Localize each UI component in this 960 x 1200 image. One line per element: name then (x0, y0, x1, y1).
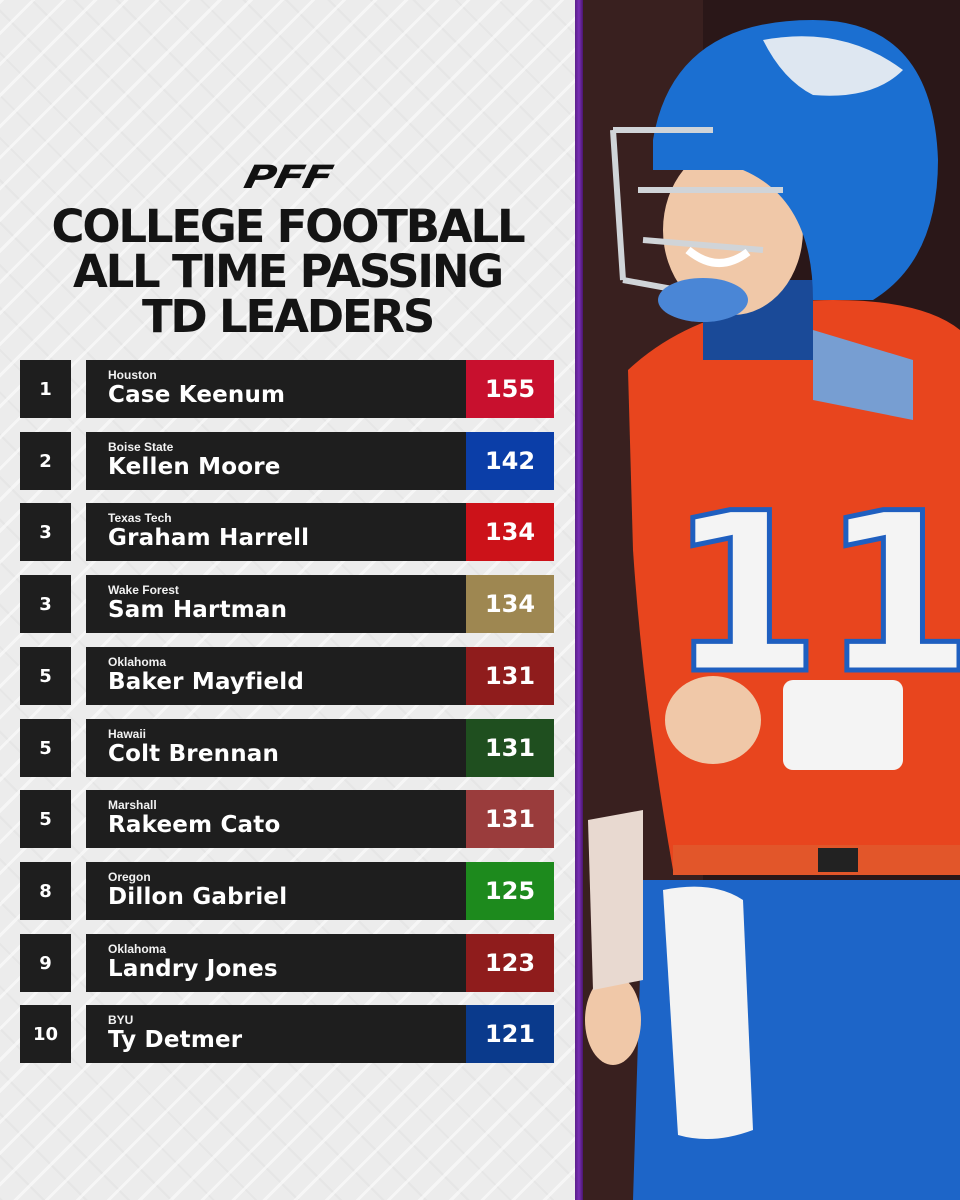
school-label: Oklahoma (108, 942, 167, 956)
player-name: Baker Mayfield (108, 669, 305, 695)
td-count-badge: 125 (466, 862, 554, 920)
rank-box: 9 (20, 934, 71, 992)
rank-box: 3 (20, 503, 71, 561)
rank-box: 8 (20, 862, 71, 920)
leader-row: 3 Wake Forest Sam Hartman 134 (20, 575, 554, 633)
player-box: Oklahoma Landry Jones (86, 934, 476, 992)
title-line-3: TD LEADERS (141, 290, 435, 343)
rank-box: 5 (20, 790, 71, 848)
player-box: Oklahoma Baker Mayfield (86, 647, 476, 705)
td-count-badge: 121 (466, 1005, 554, 1063)
leader-row: 5 Oklahoma Baker Mayfield 131 (20, 647, 554, 705)
leader-row: 1 Houston Case Keenum 155 (20, 360, 554, 418)
title-line-2: ALL TIME PASSING (72, 245, 504, 298)
leader-row: 5 Hawaii Colt Brennan 131 (20, 719, 554, 777)
player-photo: 11 (583, 0, 960, 1200)
leader-row: 8 Oregon Dillon Gabriel 125 (20, 862, 554, 920)
player-box: Wake Forest Sam Hartman (86, 575, 476, 633)
school-label: Oklahoma (108, 655, 167, 669)
school-label: Marshall (108, 798, 157, 812)
td-count-badge: 131 (466, 647, 554, 705)
td-count-badge: 134 (466, 503, 554, 561)
leader-row: 2 Boise State Kellen Moore 142 (20, 432, 554, 490)
logo-text: PFF (240, 158, 336, 196)
rank-box: 2 (20, 432, 71, 490)
td-count-badge: 123 (466, 934, 554, 992)
rank-box: 3 (20, 575, 71, 633)
player-name: Dillon Gabriel (108, 884, 288, 910)
player-name: Case Keenum (108, 382, 286, 408)
player-name: Rakeem Cato (108, 812, 281, 838)
player-box: Houston Case Keenum (86, 360, 476, 418)
player-name: Colt Brennan (108, 741, 280, 767)
rank-box: 10 (20, 1005, 71, 1063)
school-label: Texas Tech (108, 511, 172, 525)
leader-row: 3 Texas Tech Graham Harrell 134 (20, 503, 554, 561)
td-count-badge: 134 (466, 575, 554, 633)
leaderboard-panel: PFF COLLEGE FOOTBALL ALL TIME PASSING TD… (0, 0, 575, 1200)
rank-box: 5 (20, 719, 71, 777)
player-name: Landry Jones (108, 956, 278, 982)
pff-logo: PFF (232, 158, 344, 196)
divider (575, 0, 583, 1200)
leader-row: 9 Oklahoma Landry Jones 123 (20, 934, 554, 992)
school-label: BYU (108, 1013, 134, 1027)
player-name: Graham Harrell (108, 525, 310, 551)
school-label: Hawaii (108, 727, 147, 741)
page-title: COLLEGE FOOTBALL ALL TIME PASSING TD LEA… (0, 204, 575, 339)
school-label: Houston (108, 368, 157, 382)
player-box: BYU Ty Detmer (86, 1005, 476, 1063)
player-name: Ty Detmer (108, 1027, 243, 1053)
td-count-badge: 131 (466, 719, 554, 777)
player-box: Texas Tech Graham Harrell (86, 503, 476, 561)
rank-box: 1 (20, 360, 71, 418)
player-box: Boise State Kellen Moore (86, 432, 476, 490)
school-label: Boise State (108, 440, 174, 454)
td-count-badge: 131 (466, 790, 554, 848)
rank-box: 5 (20, 647, 71, 705)
player-name: Sam Hartman (108, 597, 288, 623)
player-box: Hawaii Colt Brennan (86, 719, 476, 777)
player-name: Kellen Moore (108, 454, 281, 480)
player-illustration: 11 (583, 0, 960, 1200)
leader-row: 10 BYU Ty Detmer 121 (20, 1005, 554, 1063)
leader-row: 5 Marshall Rakeem Cato 131 (20, 790, 554, 848)
player-box: Oregon Dillon Gabriel (86, 862, 476, 920)
td-count-badge: 142 (466, 432, 554, 490)
td-count-badge: 155 (466, 360, 554, 418)
title-line-1: COLLEGE FOOTBALL (51, 200, 526, 253)
school-label: Wake Forest (108, 583, 179, 597)
player-box: Marshall Rakeem Cato (86, 790, 476, 848)
school-label: Oregon (108, 870, 151, 884)
